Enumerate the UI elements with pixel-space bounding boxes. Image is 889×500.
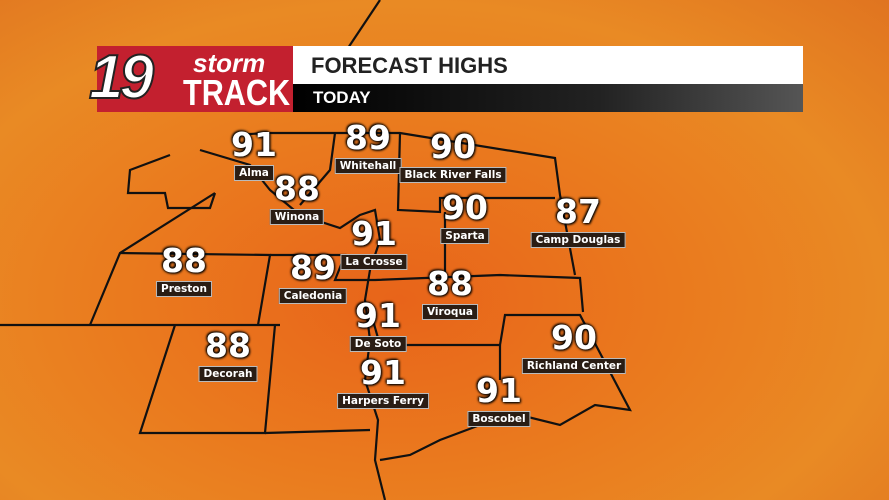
station-marker: 88 Viroqua bbox=[421, 264, 479, 320]
station-label: Boscobel bbox=[467, 411, 531, 427]
station-temperature: 91 bbox=[355, 296, 401, 335]
logo-number: 19 bbox=[88, 42, 155, 113]
station-temperature: 88 bbox=[427, 264, 473, 303]
station-label: Harpers Ferry bbox=[337, 393, 429, 409]
station-marker: 89 Caledonia bbox=[278, 248, 348, 304]
station-marker: 91 Boscobel bbox=[467, 371, 531, 427]
station-temperature: 89 bbox=[290, 248, 336, 287]
station-marker: 90 Sparta bbox=[440, 188, 490, 244]
station-marker: 88 Winona bbox=[269, 169, 325, 225]
station-marker: 90 Richland Center bbox=[521, 318, 627, 374]
station-marker: 91 Harpers Ferry bbox=[337, 353, 429, 409]
station-temperature: 91 bbox=[231, 125, 277, 164]
station-temperature: 91 bbox=[360, 353, 406, 392]
station-label: Caledonia bbox=[278, 288, 348, 304]
station-marker: 90 Black River Falls bbox=[399, 127, 507, 183]
station-marker: 88 Preston bbox=[156, 241, 212, 297]
station-temperature: 90 bbox=[430, 127, 476, 166]
station-temperature: 88 bbox=[161, 241, 207, 280]
station-temperature: 91 bbox=[351, 214, 397, 253]
station-label: Whitehall bbox=[334, 158, 402, 174]
station-temperature: 90 bbox=[551, 318, 597, 357]
subtitle-bar: TODAY bbox=[293, 84, 803, 112]
page-subtitle: TODAY bbox=[313, 88, 371, 107]
station-label: De Soto bbox=[349, 336, 407, 352]
station-label: Richland Center bbox=[521, 358, 627, 374]
station-temperature: 89 bbox=[345, 118, 391, 157]
station-marker: 89 Whitehall bbox=[334, 118, 402, 174]
station-temperature: 90 bbox=[442, 188, 488, 227]
station-label: Decorah bbox=[198, 366, 258, 382]
station-marker: 91 La Crosse bbox=[340, 214, 408, 270]
page-title: FORECAST HIGHS bbox=[311, 53, 508, 78]
station-temperature: 91 bbox=[476, 371, 522, 410]
logo-track-text: TRACK bbox=[183, 72, 291, 113]
station-marker: 88 Decorah bbox=[198, 326, 258, 382]
station-label: Winona bbox=[269, 209, 325, 225]
station-label: Alma bbox=[234, 165, 274, 181]
station-label: Preston bbox=[156, 281, 212, 297]
station-marker: 91 Alma bbox=[231, 125, 277, 181]
station-temperature: 88 bbox=[205, 326, 251, 365]
station-temperature: 87 bbox=[555, 192, 601, 231]
station-label: Sparta bbox=[440, 228, 490, 244]
station-label: Camp Douglas bbox=[530, 232, 626, 248]
station-marker: 87 Camp Douglas bbox=[530, 192, 626, 248]
station-label: Black River Falls bbox=[399, 167, 507, 183]
title-bar: FORECAST HIGHS bbox=[293, 46, 803, 84]
station-label: La Crosse bbox=[340, 254, 408, 270]
storm-track-logo: 19 storm TRACK bbox=[88, 42, 293, 113]
logo-storm-text: storm bbox=[193, 48, 266, 78]
station-marker: 91 De Soto bbox=[349, 296, 407, 352]
station-label: Viroqua bbox=[421, 304, 479, 320]
station-temperature: 88 bbox=[274, 169, 320, 208]
